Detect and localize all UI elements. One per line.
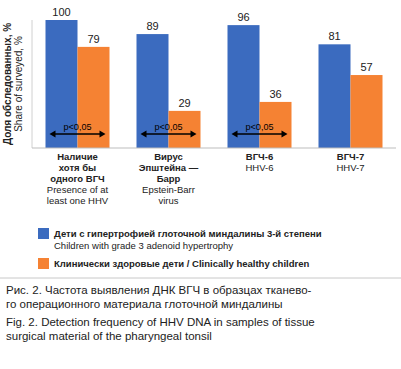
x-axis — [32, 148, 396, 149]
title-line: го операционного материала глоточной мин… — [6, 298, 283, 310]
title: Рис. 2. Частота выявления ДНК ВГЧ в обра… — [6, 284, 312, 310]
arrow-head — [50, 131, 56, 138]
significance-arrow — [54, 133, 102, 134]
x-tick-label-line: Барр — [157, 173, 181, 184]
annotation: p<0,05 — [64, 122, 92, 132]
y-axis — [32, 20, 33, 148]
x-tick-label-line: ВГЧ-7 — [337, 151, 364, 162]
legend-label-line: Клинически здоровые дети / Clinically he… — [54, 258, 309, 269]
x-tick-label: ВГЧ-7HHV-7 — [337, 151, 365, 173]
x-tick-label-line: хотя бы — [59, 162, 96, 173]
legend-label: Клинически здоровые дети / Clinically he… — [54, 258, 309, 269]
subtitle: Fig. 2. Detection frequency of HHV DNA i… — [6, 316, 315, 342]
y-axis-label: Доля обследованных, % — [2, 23, 13, 145]
x-tick-label: ВирусЭпштейна —БаррEpstein-Barrvirus — [139, 151, 199, 206]
annotation: p<0,05 — [246, 122, 274, 132]
data-label: 36 — [269, 88, 281, 100]
arrow-head — [141, 131, 147, 138]
bar — [319, 44, 351, 148]
x-tick-label: Наличиехотя быодного ВГЧPresence of atle… — [47, 151, 109, 206]
bars — [46, 20, 383, 148]
x-tick-label-line: Наличие — [57, 151, 98, 162]
x-tick-label-line: virus — [158, 195, 178, 206]
arrow-head — [100, 131, 106, 138]
x-tick-label-line: Presence of at — [47, 184, 109, 195]
arrow-head — [191, 131, 197, 138]
legend-swatch — [38, 258, 49, 269]
x-tick-label-line: Вирус — [154, 151, 183, 162]
data-label: 96 — [237, 11, 249, 23]
x-tick-label-line: least one HHV — [47, 195, 109, 206]
data-label: 89 — [146, 20, 158, 32]
subtitle-line: Fig. 2. Detection frequency of HHV DNA i… — [6, 316, 315, 328]
subtitle-line: surgical material of the pharyngeal tons… — [6, 330, 212, 342]
x-tick-label-line: Эпштейна — — [139, 162, 199, 173]
legend-swatch — [38, 228, 49, 239]
data-label: 81 — [328, 30, 340, 42]
bar — [351, 75, 383, 148]
significance-arrow — [145, 133, 193, 134]
significance-arrow — [236, 133, 284, 134]
x-tick-label-line: HHV-6 — [246, 162, 274, 173]
legend-label: Дети с гипертрофией глоточной миндалины … — [54, 228, 322, 251]
data-label: 29 — [178, 97, 190, 109]
x-tick-label: ВГЧ-6HHV-6 — [246, 151, 274, 173]
data-label: 79 — [87, 33, 99, 45]
x-tick-label-line: одного ВГЧ — [50, 173, 105, 184]
data-label: 100 — [52, 6, 70, 18]
separator — [0, 278, 401, 279]
title-line: Рис. 2. Частота выявления ДНК ВГЧ в обра… — [6, 284, 312, 296]
arrow-head — [232, 131, 238, 138]
data-label: 57 — [360, 61, 372, 73]
legend-label-line: Children with grade 3 adenoid hypertroph… — [54, 240, 233, 251]
annotation: p<0,05 — [155, 122, 183, 132]
arrow-head — [282, 131, 288, 138]
bar — [78, 47, 110, 148]
x-tick-label-line: HHV-7 — [337, 162, 365, 173]
legend-label-line: Дети с гипертрофией глоточной миндалины … — [54, 228, 322, 239]
y-axis-label: Share of surveyed, % — [13, 36, 24, 132]
chart: Доля обследованных, %Share of surveyed, … — [0, 0, 401, 369]
x-tick-label-line: ВГЧ-6 — [246, 151, 273, 162]
x-tick-label-line: Epstein-Barr — [142, 184, 195, 195]
